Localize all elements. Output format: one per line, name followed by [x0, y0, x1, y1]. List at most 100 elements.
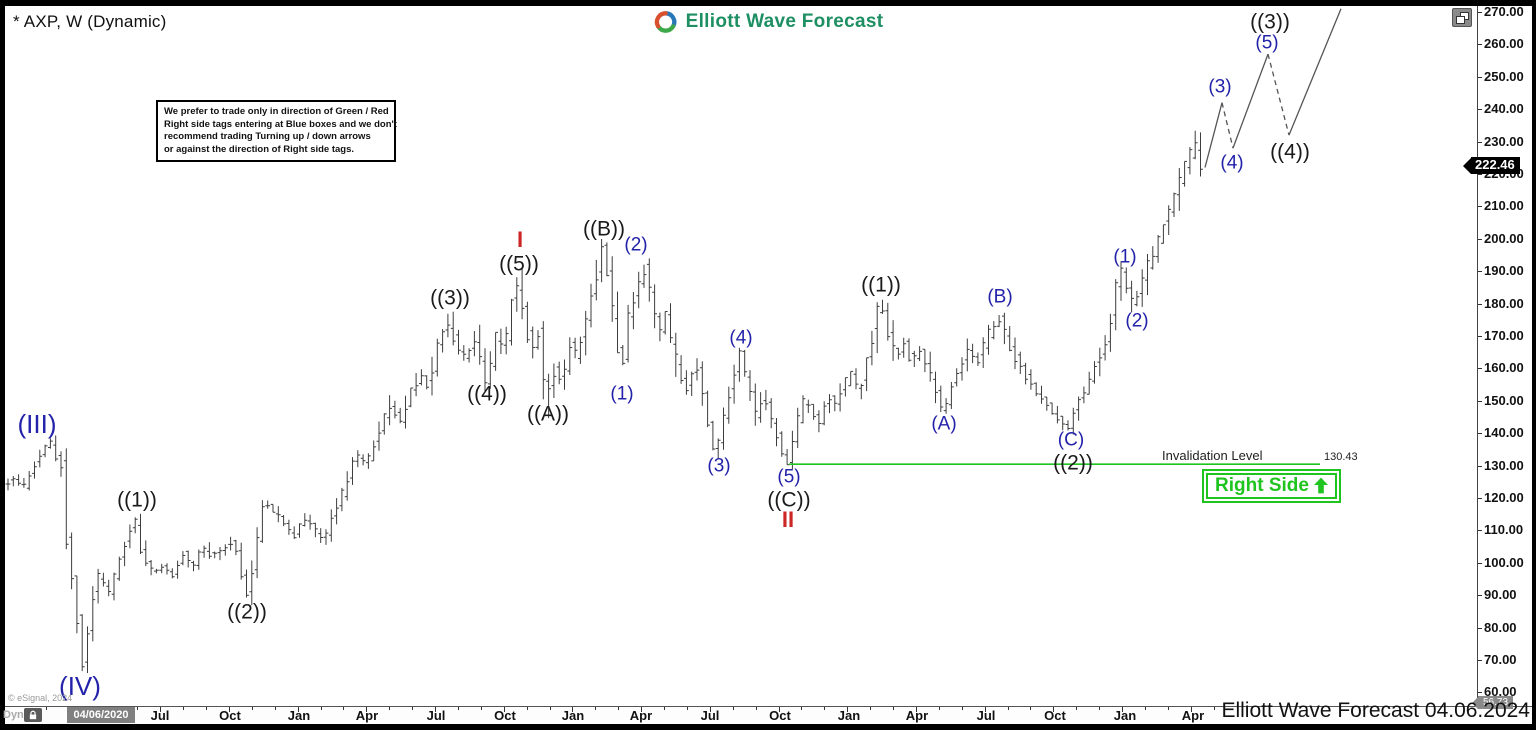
disclaimer-line: or against the direction of Right side t…	[164, 143, 355, 155]
time-tick	[343, 707, 345, 710]
price-tick	[1477, 433, 1482, 435]
price-tick	[1477, 498, 1482, 499]
current-price-tag: 222.46	[1463, 157, 1520, 174]
price-tick	[1477, 465, 1482, 467]
projection-line	[1221, 102, 1234, 149]
time-tick	[251, 707, 253, 710]
time-tick	[984, 707, 986, 712]
chart-start-date[interactable]: 04/06/2020	[67, 707, 135, 723]
price-tick	[1477, 238, 1482, 240]
price-tick	[1477, 141, 1482, 143]
wave-label: ((2))	[227, 600, 267, 624]
price-axis-border	[1477, 6, 1478, 723]
price-tick-label: 260.00	[1484, 36, 1524, 52]
wave-label: ((B))	[583, 217, 625, 241]
restore-window-button[interactable]	[1452, 8, 1472, 27]
time-tick	[824, 707, 826, 710]
wave-label: (5)	[777, 466, 801, 488]
price-tick-label: 160.00	[1484, 360, 1524, 376]
projection-line	[1267, 53, 1290, 136]
time-tick	[503, 707, 505, 712]
lock-button[interactable]	[24, 708, 42, 722]
wave-label: (1)	[1113, 246, 1137, 268]
month-label: Jul	[426, 708, 446, 723]
wave-label: I	[516, 227, 524, 252]
wave-label: (C)	[1057, 429, 1085, 451]
price-tick-label: 70.00	[1484, 652, 1517, 667]
month-label: Apr	[355, 708, 379, 723]
time-tick	[893, 707, 894, 710]
low-tag-value: 56.73	[1478, 696, 1514, 709]
wave-label: (4)	[729, 327, 753, 349]
time-tick	[1190, 707, 1192, 712]
projection-line	[1232, 53, 1269, 149]
time-tick	[45, 707, 47, 710]
month-label: Jul	[976, 708, 996, 723]
time-tick	[1076, 707, 1078, 710]
time-tick	[320, 707, 322, 710]
wave-label: ((4))	[1270, 140, 1310, 164]
wave-label: (1)	[610, 383, 634, 405]
time-tick	[618, 707, 620, 710]
price-tick	[1477, 660, 1482, 661]
time-tick	[137, 707, 139, 710]
time-tick	[206, 707, 207, 710]
wave-label: (3)	[707, 455, 731, 477]
month-label: Oct	[219, 708, 241, 723]
month-label: Jul	[700, 708, 720, 723]
time-tick	[1167, 707, 1169, 710]
restore-icon	[1455, 11, 1469, 24]
projection-line	[1204, 102, 1223, 168]
price-tick-label: 60.00	[1484, 684, 1517, 700]
wave-label: (B)	[987, 286, 1013, 308]
month-label: Oct	[1044, 708, 1066, 723]
price-tick	[1477, 692, 1482, 694]
wave-label: ((A))	[527, 402, 569, 426]
time-tick	[457, 707, 459, 710]
time-axis[interactable]	[5, 706, 1532, 724]
time-tick	[435, 707, 436, 712]
price-tick	[1477, 562, 1482, 564]
price-tick-label: 230.00	[1484, 133, 1524, 149]
price-tick	[1477, 44, 1482, 46]
month-label: Apr	[629, 708, 653, 723]
month-label: Jan	[837, 708, 861, 723]
right-side-label: Right Side	[1215, 475, 1309, 496]
price-tick	[1477, 303, 1482, 305]
price-tick-label: 180.00	[1484, 295, 1524, 311]
price-tick	[1477, 109, 1482, 111]
price-tick-label: 240.00	[1484, 101, 1524, 117]
right-side-tag: Right Side	[1202, 469, 1341, 503]
wave-label: (2)	[1125, 310, 1149, 332]
time-tick	[915, 707, 917, 712]
low-tag-arrow	[1472, 696, 1478, 709]
time-tick	[1213, 707, 1215, 710]
month-label: Apr	[905, 708, 929, 723]
price-tick-label: 250.00	[1484, 68, 1524, 84]
ohlc-bars	[5, 130, 1203, 673]
wave-label: (5)	[1255, 32, 1279, 54]
price-tick	[1477, 627, 1482, 629]
invalidation-level-value: 130.43	[1324, 451, 1358, 463]
time-tick	[709, 707, 711, 712]
lock-icon	[29, 710, 37, 720]
price-tick-label: 140.00	[1484, 425, 1524, 441]
price-tick	[1477, 595, 1482, 597]
price-tick-label: 150.00	[1484, 392, 1524, 408]
time-tick	[480, 707, 482, 710]
time-tick	[366, 707, 368, 712]
time-tick	[183, 707, 185, 710]
wave-label: (4)	[1220, 152, 1244, 174]
symbol-title: * AXP, W (Dynamic)	[13, 12, 167, 31]
disclaimer-line: Right side tags entering at Blue boxes a…	[164, 118, 397, 130]
month-label: Jan	[561, 708, 585, 723]
dyn-mode-label[interactable]: Dyn	[3, 709, 24, 721]
time-tick	[686, 707, 688, 710]
price-tick-label: 100.00	[1484, 554, 1524, 570]
price-tick	[1477, 174, 1482, 175]
wave-label: ((C))	[767, 488, 811, 512]
price-tick-label: 110.00	[1484, 522, 1524, 538]
time-tick	[274, 707, 276, 710]
brand-logo: Elliott Wave Forecast	[653, 9, 884, 35]
